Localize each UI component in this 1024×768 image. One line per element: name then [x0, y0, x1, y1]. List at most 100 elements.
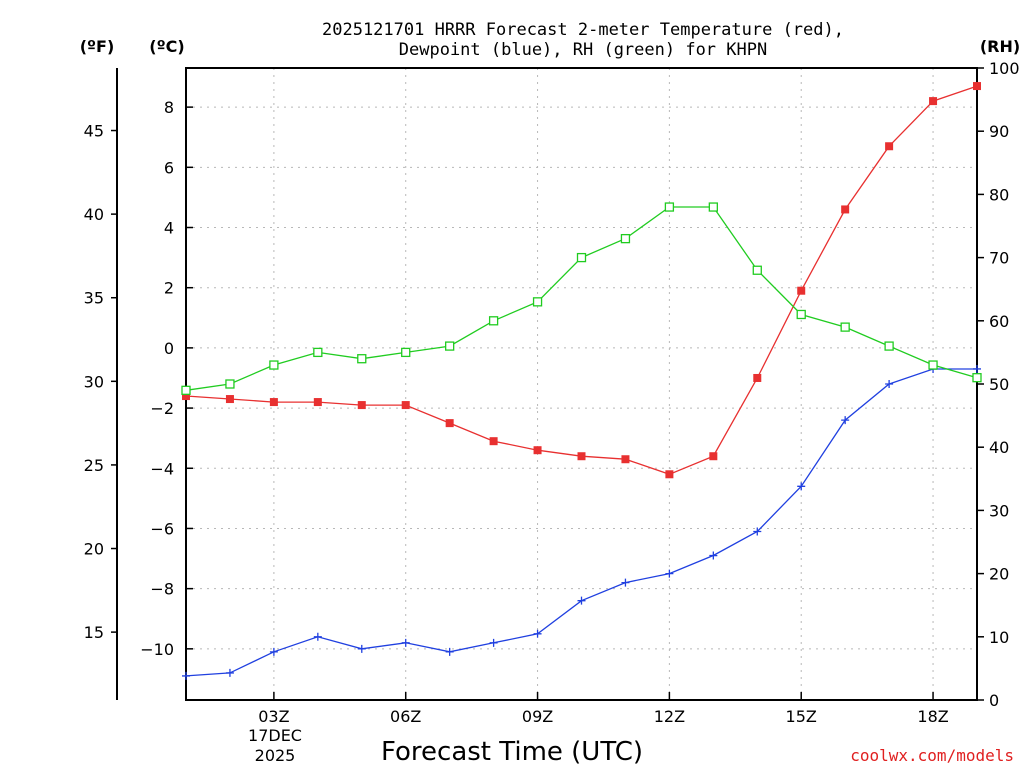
grid-lines — [186, 68, 977, 700]
dewpoint-point — [533, 629, 542, 638]
tick-label-fahrenheit: 15 — [84, 623, 104, 642]
tick-label-rh: 40 — [989, 438, 1009, 457]
dewpoint-line — [185, 368, 977, 677]
tick-label-celsius: −6 — [150, 519, 174, 538]
rh-point — [488, 316, 499, 326]
celsius-unit-label: (ºC) — [149, 37, 184, 56]
dewpoint-point — [489, 638, 498, 647]
temperature-point — [489, 437, 498, 446]
dewpoint-point — [709, 551, 718, 560]
rh-unit-label: (RH) — [980, 37, 1020, 56]
tick-label-celsius: 0 — [164, 339, 174, 358]
temperature-point — [841, 205, 850, 214]
dewpoint-point — [401, 638, 410, 647]
rh-point — [576, 252, 587, 263]
temperature-point — [621, 455, 630, 464]
rh-point — [664, 202, 675, 212]
tick-label-fahrenheit: 45 — [84, 122, 104, 141]
rh-point — [884, 341, 894, 351]
series-temperature — [182, 82, 981, 479]
tick-label-celsius: 2 — [164, 279, 174, 298]
temperature-point — [973, 82, 981, 91]
tick-label-celsius: −2 — [150, 399, 174, 418]
tick-label-fahrenheit: 35 — [84, 289, 104, 308]
temperature-point — [533, 446, 542, 455]
temperature-point — [445, 419, 454, 428]
fahrenheit-unit-label: (ºF) — [80, 37, 115, 56]
tick-label-rh: 20 — [989, 565, 1009, 584]
temperature-line — [185, 85, 978, 475]
dewpoint-point — [753, 527, 762, 536]
dewpoint-point — [841, 416, 850, 425]
temperature-point — [797, 286, 806, 295]
chart-title: 2025121701 HRRR Forecast 2-meter Tempera… — [322, 20, 844, 60]
dewpoint-point — [445, 647, 454, 656]
tick-label-celsius: −10 — [140, 640, 174, 659]
rh-point — [313, 347, 323, 358]
rh-point — [401, 347, 411, 358]
rh-point — [796, 309, 806, 320]
temperature-point — [313, 398, 322, 407]
temperature-point — [357, 401, 366, 410]
tick-label-rh: 100 — [989, 59, 1020, 78]
dewpoint-point — [797, 482, 806, 491]
date-label-day: 17DEC — [248, 726, 302, 745]
rh-point — [972, 373, 982, 383]
rh-point — [620, 233, 631, 244]
tick-label-fahrenheit: 25 — [84, 456, 104, 475]
credit-text: coolwx.com/models — [850, 746, 1014, 765]
tick-label-x: 09Z — [522, 707, 553, 726]
tick-label-rh: 70 — [989, 249, 1009, 268]
rh-point — [708, 202, 718, 212]
rh-point — [840, 322, 850, 332]
temperature-point — [401, 401, 410, 410]
rh-point — [752, 265, 762, 275]
temperature-point — [182, 392, 190, 401]
rh-line — [185, 206, 978, 391]
tick-label-x: 03Z — [258, 707, 289, 726]
rh-point — [532, 297, 543, 307]
tick-label-celsius: 8 — [164, 98, 174, 117]
tick-label-x: 15Z — [786, 707, 817, 726]
dewpoint-point — [621, 578, 630, 587]
tick-label-celsius: 6 — [164, 158, 174, 177]
temperature-point — [885, 142, 894, 151]
tick-label-fahrenheit: 30 — [84, 372, 104, 391]
tick-label-rh: 60 — [989, 312, 1009, 331]
tick-label-x: 12Z — [654, 707, 685, 726]
dewpoint-point — [665, 569, 674, 578]
dewpoint-point — [313, 632, 322, 641]
rh-point — [181, 385, 191, 395]
tick-label-rh: 50 — [989, 375, 1009, 394]
date-label: 17DEC 2025 — [248, 726, 302, 765]
temperature-point — [577, 452, 586, 461]
rh-point — [445, 341, 455, 351]
tick-label-celsius: −8 — [150, 580, 174, 599]
tick-label-x: 18Z — [917, 707, 948, 726]
tick-label-rh: 90 — [989, 122, 1009, 141]
tick-label-rh: 0 — [989, 691, 999, 710]
series-dewpoint — [182, 364, 981, 680]
temperature-point — [929, 97, 938, 106]
dewpoint-point — [577, 596, 586, 605]
temperature-point — [225, 395, 234, 404]
axes: −10 −8 −6 −4 −2 0 2 4 6 8 15 20 25 30 35 40 45 0 10 20 30 40 5… — [84, 59, 1020, 726]
rh-point — [928, 360, 938, 370]
tick-label-rh: 30 — [989, 501, 1009, 520]
tick-label-rh: 80 — [989, 185, 1009, 204]
chart-title-line-2: Dewpoint (blue), RH (green) for KHPN — [399, 40, 767, 60]
temperature-point — [269, 398, 278, 407]
temperature-point — [709, 452, 718, 461]
dewpoint-point — [269, 647, 278, 656]
dewpoint-point — [225, 668, 234, 677]
dewpoint-point — [885, 380, 894, 388]
tick-label-celsius: 4 — [164, 219, 174, 238]
tick-label-x: 06Z — [390, 707, 421, 726]
tick-label-fahrenheit: 20 — [84, 540, 104, 559]
plot-frame — [185, 67, 978, 701]
tick-label-rh: 10 — [989, 628, 1009, 647]
date-label-year: 2025 — [255, 746, 296, 765]
rh-point — [269, 360, 279, 370]
temperature-point — [665, 470, 674, 479]
